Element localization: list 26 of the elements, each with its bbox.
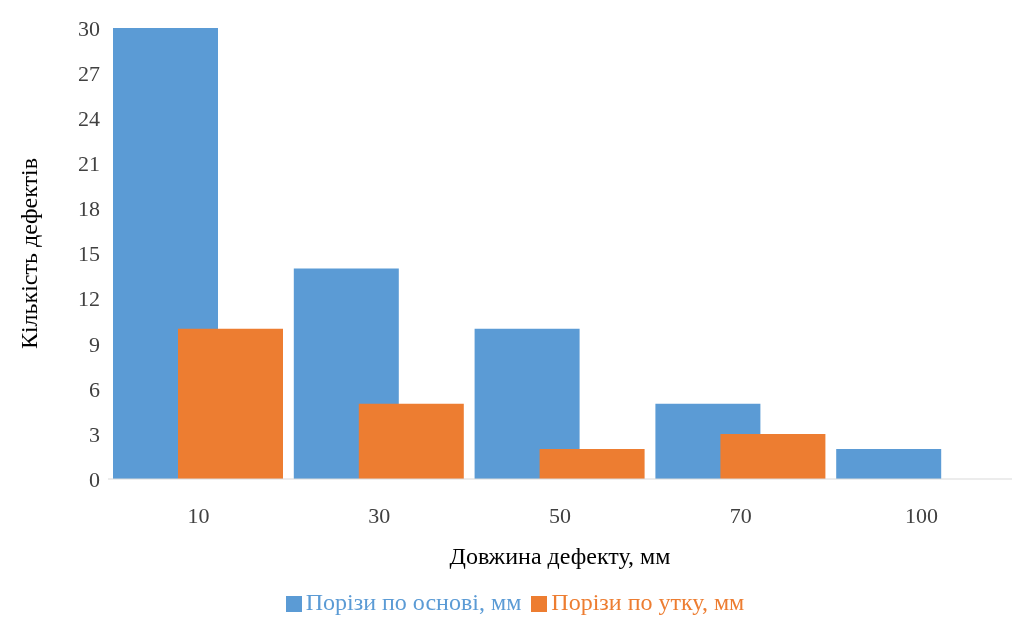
x-tick-label: 30 bbox=[368, 502, 391, 528]
legend-label: Порізи по основі, мм bbox=[305, 589, 522, 615]
y-tick-label: 21 bbox=[78, 151, 100, 177]
y-tick-label: 18 bbox=[78, 196, 100, 222]
x-tick-label: 50 bbox=[549, 502, 571, 528]
y-axis-title: Кількість дефектів bbox=[15, 157, 42, 350]
x-tick-label: 100 bbox=[905, 502, 939, 528]
y-tick-label: 3 bbox=[89, 421, 100, 447]
y-tick-label: 12 bbox=[78, 286, 100, 312]
y-tick-label: 9 bbox=[89, 331, 100, 357]
bar bbox=[539, 448, 645, 479]
y-tick-label: 27 bbox=[78, 60, 100, 86]
bar bbox=[358, 403, 464, 479]
y-tick-label: 30 bbox=[78, 15, 100, 41]
legend-label: Порізи по утку, мм bbox=[551, 589, 745, 615]
x-tick-label: 10 bbox=[187, 502, 210, 528]
y-tick-label: 6 bbox=[89, 376, 100, 402]
y-tick-label: 0 bbox=[89, 466, 100, 492]
y-tick-label: 15 bbox=[78, 241, 100, 267]
x-tick-label: 70 bbox=[729, 502, 752, 528]
y-tick-label: 24 bbox=[78, 106, 100, 132]
bar bbox=[720, 433, 826, 479]
bar bbox=[474, 328, 580, 479]
x-axis-title: Довжина дефекту, мм bbox=[449, 543, 671, 569]
bar bbox=[178, 328, 283, 479]
bar bbox=[836, 448, 942, 479]
